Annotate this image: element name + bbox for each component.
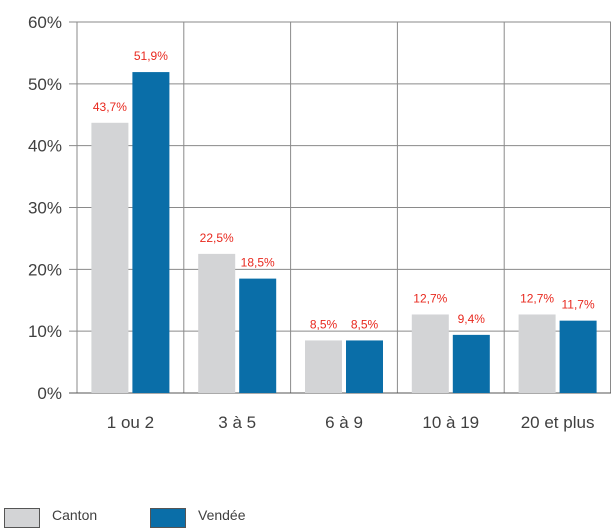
legend-swatch-vendee (150, 508, 186, 528)
bar-vendee (132, 72, 170, 394)
legend-label-vendee: Vendée (198, 507, 246, 523)
y-axis-ticks: 0% 10% 20% 30% 40% 50% 60% (28, 13, 62, 403)
data-label: 18,5% (241, 256, 275, 270)
data-label: 22,5% (200, 231, 234, 245)
bar-vendee (239, 278, 277, 393)
legend-item-vendee: Vendée (150, 508, 246, 528)
data-label: 12,7% (413, 291, 447, 305)
data-label: 9,4% (458, 312, 486, 326)
bar-vendee (346, 340, 383, 393)
y-tick-label: 60% (28, 13, 62, 32)
bar-vendee (452, 334, 490, 393)
data-label: 43,7% (93, 100, 127, 114)
bar-canton (305, 340, 342, 393)
y-tick-label: 10% (28, 322, 62, 341)
bar-canton (411, 314, 449, 393)
x-tick-label: 1 ou 2 (107, 413, 154, 432)
data-label: 11,7% (562, 298, 595, 312)
y-tick-label: 50% (28, 75, 62, 94)
legend-label-canton: Canton (52, 507, 98, 523)
bar-canton (198, 253, 236, 393)
bar-vendee (559, 320, 597, 393)
x-axis-ticks: 1 ou 2 3 à 5 6 à 9 10 à 19 20 et plus (107, 413, 595, 432)
data-label: 8,5% (351, 317, 379, 331)
y-tick-label: 20% (28, 260, 62, 279)
data-label: 51,9% (134, 49, 168, 63)
data-labels: 43,7% 51,9% 22,5% 18,5% 8,5% 8,5% 12,7% 9,4% 12,… (93, 49, 595, 331)
x-tick-label: 10 à 19 (422, 413, 479, 432)
x-tick-label: 6 à 9 (325, 413, 363, 432)
x-tick-label: 3 à 5 (218, 413, 256, 432)
bar-canton (91, 122, 129, 393)
data-label: 12,7% (520, 291, 554, 305)
legend-swatch-canton (4, 508, 40, 528)
bar-canton (518, 314, 556, 393)
data-label: 8,5% (310, 317, 338, 331)
y-tick-label: 30% (28, 199, 62, 218)
bars (91, 72, 597, 394)
y-tick-label: 40% (28, 137, 62, 156)
bar-chart: 43,7% 51,9% 22,5% 18,5% 8,5% 8,5% 12,7% 9,4% 12,… (28, 13, 611, 432)
legend: Canton Vendée (0, 508, 611, 528)
y-tick-label: 0% (37, 384, 62, 403)
legend-item-canton: Canton (4, 508, 97, 528)
x-tick-label: 20 et plus (521, 413, 595, 432)
